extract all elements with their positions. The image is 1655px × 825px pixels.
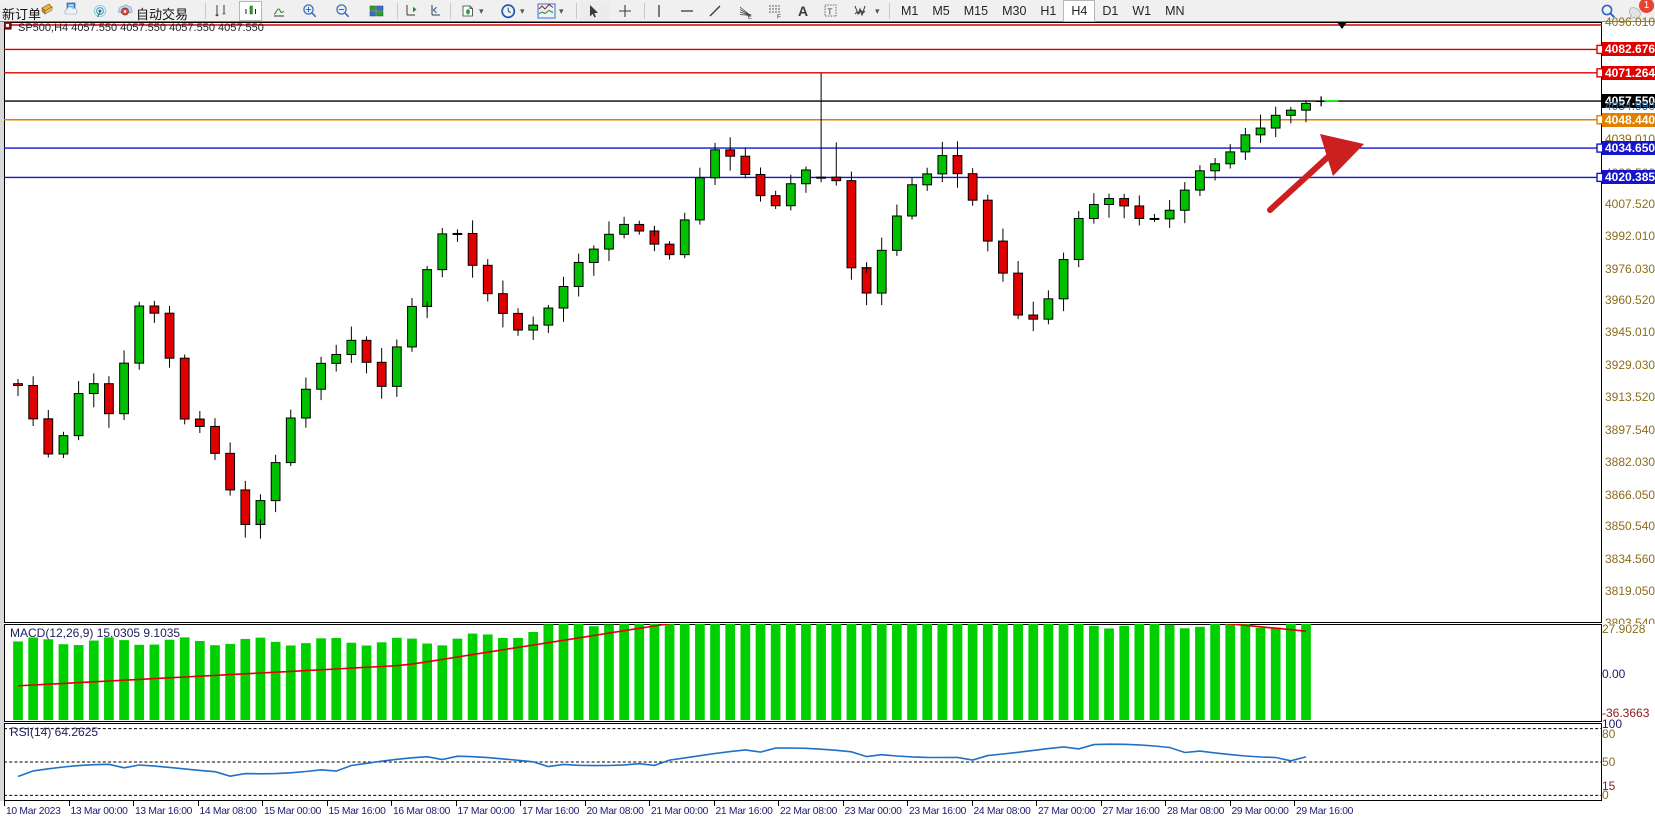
- svg-text:T: T: [827, 7, 832, 17]
- svg-text:E: E: [747, 13, 752, 20]
- svg-text:F: F: [777, 13, 781, 20]
- svg-text:MACD(12,26,9) 15.0305 9.1035: MACD(12,26,9) 15.0305 9.1035: [10, 626, 180, 640]
- svg-text:SP500,H4 4057.550 4057.550 40: SP500,H4 4057.550 4057.550 4057.550 4057…: [18, 22, 264, 34]
- svg-text:RSI(14) 64.2625: RSI(14) 64.2625: [10, 725, 98, 739]
